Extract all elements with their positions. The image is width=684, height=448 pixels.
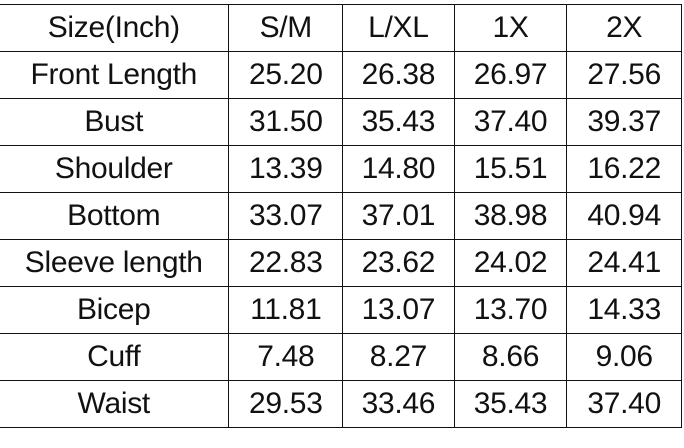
size-value-cell: 16.22 xyxy=(566,145,682,193)
size-value-cell: 9.06 xyxy=(566,333,682,381)
table-row: Waist 29.53 33.46 35.43 37.40 xyxy=(0,380,682,428)
size-value-cell: 8.27 xyxy=(342,333,455,381)
size-value-cell: 24.02 xyxy=(453,239,568,287)
size-value-cell: 40.94 xyxy=(566,192,682,240)
measurement-label-cell: Sleeve length xyxy=(0,239,230,287)
size-value-cell: 23.62 xyxy=(342,239,455,287)
size-value-cell: 31.50 xyxy=(228,98,344,146)
size-value-cell: 33.07 xyxy=(228,192,344,240)
table-row: Sleeve length 22.83 23.62 24.02 24.41 xyxy=(0,239,682,287)
table-row: Bottom 33.07 37.01 38.98 40.94 xyxy=(0,192,682,240)
measurement-label-cell: Cuff xyxy=(0,333,230,381)
table-row: Bicep 11.81 13.07 13.70 14.33 xyxy=(0,286,682,334)
size-value-cell: 11.81 xyxy=(228,286,344,334)
size-value-cell: 33.46 xyxy=(342,380,455,428)
table-row: Front Length 25.20 26.38 26.97 27.56 xyxy=(0,51,682,99)
size-value-cell: 13.39 xyxy=(228,145,344,193)
size-value-cell: 39.37 xyxy=(566,98,682,146)
size-value-cell: 13.70 xyxy=(453,286,568,334)
size-value-cell: 35.43 xyxy=(342,98,455,146)
table-row: Bust 31.50 35.43 37.40 39.37 xyxy=(0,98,682,146)
size-value-cell: 14.33 xyxy=(566,286,682,334)
measurement-label-cell: Bust xyxy=(0,98,230,146)
size-value-cell: 14.80 xyxy=(342,145,455,193)
measurement-label-cell: Front Length xyxy=(0,51,230,99)
size-value-cell: 38.98 xyxy=(453,192,568,240)
size-value-cell: 37.40 xyxy=(453,98,568,146)
size-value-cell: 15.51 xyxy=(453,145,568,193)
size-value-cell: 35.43 xyxy=(453,380,568,428)
measurement-label-cell: Bicep xyxy=(0,286,230,334)
size-value-cell: 8.66 xyxy=(453,333,568,381)
table-row: Shoulder 13.39 14.80 15.51 16.22 xyxy=(0,145,682,193)
size-value-cell: 26.97 xyxy=(453,51,568,99)
size-value-cell: L/XL xyxy=(342,4,455,52)
size-value-cell: 37.40 xyxy=(566,380,682,428)
size-value-cell: 22.83 xyxy=(228,239,344,287)
measurement-label-cell: Bottom xyxy=(0,192,230,240)
size-value-cell: 29.53 xyxy=(228,380,344,428)
header-row: Size(Inch) S/M L/XL 1X 2X xyxy=(0,4,682,52)
size-value-cell: 37.01 xyxy=(342,192,455,240)
size-value-cell: 7.48 xyxy=(228,333,344,381)
size-chart-table: Size(Inch) S/M L/XL 1X 2X Front Length 25.20 26… xyxy=(0,4,682,428)
size-value-cell: 26.38 xyxy=(342,51,455,99)
measurement-label-cell: Waist xyxy=(0,380,230,428)
size-value-cell: S/M xyxy=(228,4,344,52)
measurement-label-cell: Size(Inch) xyxy=(0,4,230,52)
table-row: Cuff 7.48 8.27 8.66 9.06 xyxy=(0,333,682,381)
size-value-cell: 13.07 xyxy=(342,286,455,334)
size-value-cell: 25.20 xyxy=(228,51,344,99)
size-value-cell: 24.41 xyxy=(566,239,682,287)
size-value-cell: 2X xyxy=(566,4,682,52)
size-value-cell: 27.56 xyxy=(566,51,682,99)
size-value-cell: 1X xyxy=(453,4,568,52)
measurement-label-cell: Shoulder xyxy=(0,145,230,193)
